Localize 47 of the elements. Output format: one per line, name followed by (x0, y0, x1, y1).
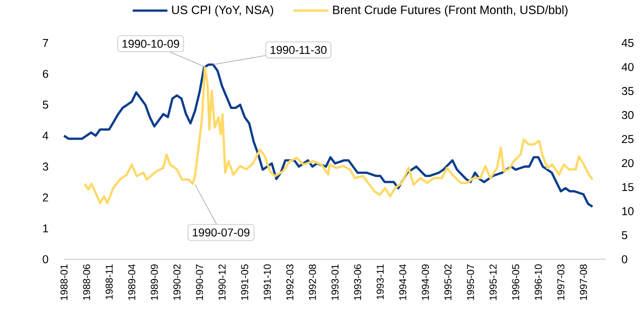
x-tick-label: 1996-05 (512, 264, 520, 300)
x-tick-label: 1990-12 (218, 264, 226, 300)
x-tick-label: 1993-01 (331, 264, 339, 300)
annotation: 1990-11-30 (270, 46, 326, 54)
x-tick-label: 1990-02 (173, 264, 180, 300)
y2-tick-label: 20 (622, 158, 634, 167)
y2-tick-label: 5 (622, 231, 628, 240)
y2-tick-label: 40 (622, 62, 634, 71)
x-tick-label: 1997-08 (580, 264, 587, 300)
x-tick-label: 1993-06 (354, 264, 362, 300)
y2-tick-label: 10 (622, 207, 634, 216)
x-tick-label: 1988-06 (83, 264, 90, 300)
y2-tick-label: 25 (622, 134, 634, 143)
x-tick-label: 1991-10 (264, 264, 271, 300)
x-tick-label: 1994-04 (399, 264, 406, 300)
x-tick-label: 1995-12 (490, 264, 497, 300)
x-tick-label: 1991-05 (241, 264, 248, 300)
y-tick-label: 7 (42, 38, 48, 47)
annotation: 1990-10-09 (122, 40, 180, 48)
x-tick-label: 1992-03 (286, 264, 294, 300)
x-tick-label: 1995-07 (466, 264, 474, 300)
y-tick-label: 3 (42, 162, 48, 170)
y2-tick-label: 35 (622, 86, 634, 95)
y2-tick-label: 0 (622, 255, 628, 264)
x-tick-label: 1994-09 (422, 264, 429, 300)
y2-tick-label: 30 (622, 110, 634, 119)
x-tick-label: 1990-07 (196, 264, 204, 300)
x-tick-label: 1988-11 (106, 264, 113, 300)
x-tick-label: 1989-04 (128, 264, 136, 300)
y-tick-label: 1 (43, 224, 48, 232)
x-tick-label: 1996-10 (534, 264, 542, 300)
y2-tick-label: 15 (622, 183, 634, 191)
y2-tick-label: 45 (622, 38, 634, 47)
legend-label: US CPI (YoY, NSA) (172, 5, 274, 16)
y-tick-label: 2 (42, 193, 48, 202)
y-tick-label: 4 (42, 132, 48, 140)
y-tick-label: 6 (42, 70, 48, 78)
y-tick-label: 0 (42, 255, 48, 264)
x-tick-label: 1995-02 (444, 264, 452, 300)
x-tick-label: 1992-08 (308, 264, 316, 300)
x-tick-label: 1988-01 (60, 264, 68, 300)
x-tick-label: 1993-11 (376, 264, 384, 300)
y-tick-label: 5 (42, 100, 48, 109)
legend-label: Brent Crude Futures (Front Month, USD/bbl) (333, 5, 568, 16)
x-tick-label: 1997-03 (557, 264, 564, 300)
x-tick-label: 1989-09 (150, 264, 158, 300)
annotation: 1990-07-09 (192, 228, 250, 236)
